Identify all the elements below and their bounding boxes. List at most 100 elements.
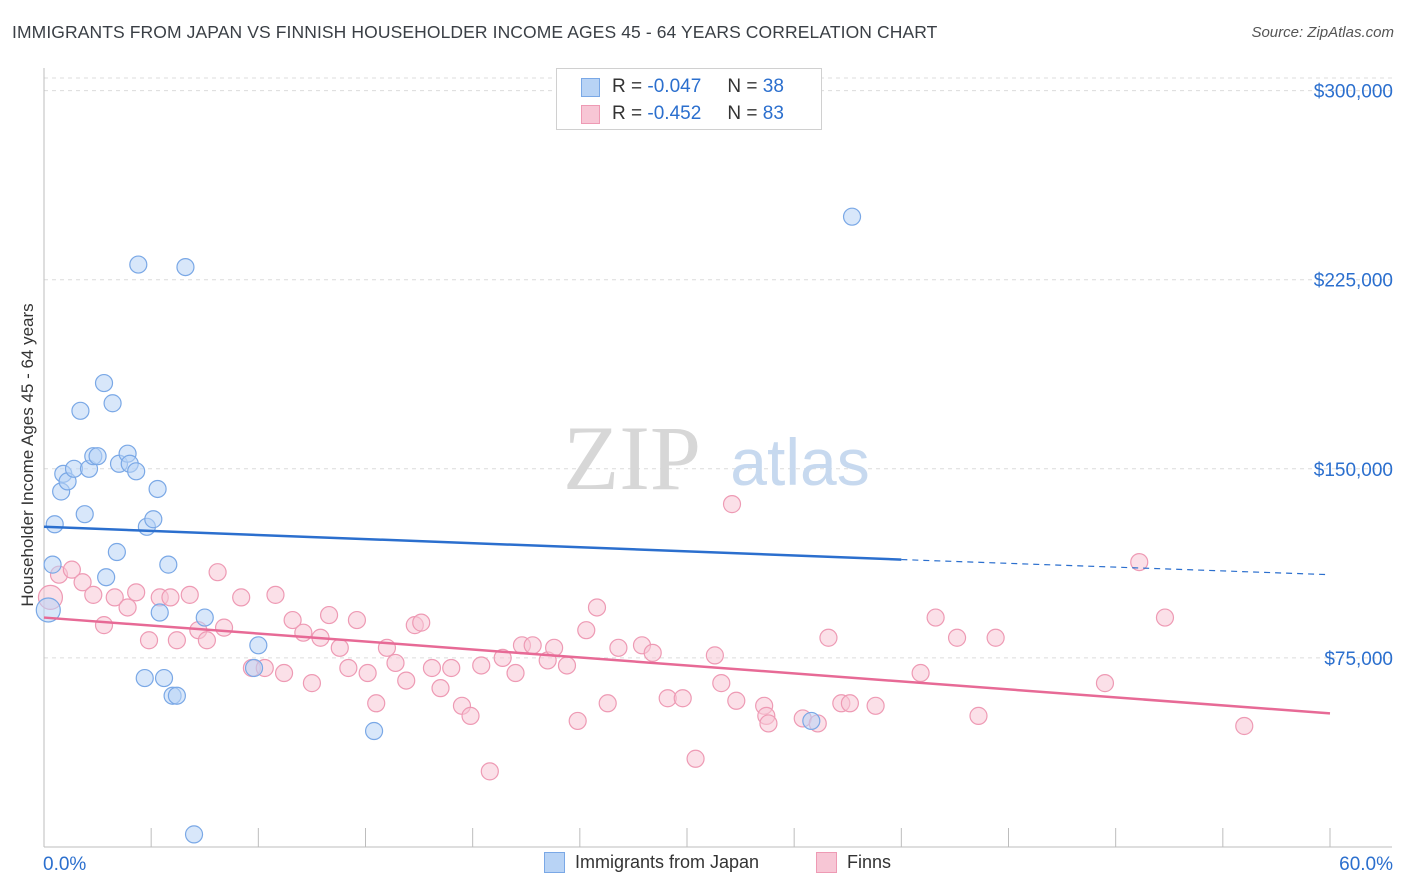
- japan-trend-line: [43, 525, 902, 561]
- grid: [44, 77, 1392, 659]
- japan-point: [195, 608, 214, 627]
- finns-legend-swatch: [816, 852, 837, 873]
- japan-point: [103, 394, 122, 413]
- r-label: R =: [612, 103, 643, 124]
- finns-point: [386, 653, 405, 673]
- x-tick-label-max: 60.0%: [1339, 854, 1393, 875]
- finns-point: [480, 762, 499, 781]
- finns-point: [412, 613, 431, 632]
- y-tick-label: $150,000: [1314, 460, 1393, 481]
- finns-point: [506, 663, 525, 683]
- finns-point: [759, 714, 778, 733]
- finns-point: [643, 643, 662, 662]
- finns-point: [62, 560, 81, 579]
- finns-point: [493, 648, 512, 668]
- finns-legend-label: Finns: [847, 852, 892, 872]
- axes: [43, 68, 1392, 848]
- finns-point: [557, 656, 577, 675]
- finns-point: [94, 616, 114, 635]
- finns-point: [105, 588, 124, 607]
- japan-swatch: [581, 77, 600, 97]
- finns-point: [577, 621, 596, 640]
- legend-row-japan: R = -0.047 N = 38: [581, 75, 784, 99]
- watermark: ZIP atlas: [563, 407, 870, 509]
- finns-point: [598, 694, 617, 713]
- finns-point: [947, 628, 967, 647]
- finns-point: [208, 563, 227, 582]
- n-label: N =: [727, 76, 758, 97]
- finns-point: [442, 658, 461, 678]
- finns-point: [911, 663, 930, 683]
- finns-point: [926, 608, 945, 627]
- finns-point: [705, 646, 724, 665]
- japan-point: [150, 603, 169, 622]
- japan-point: [148, 479, 167, 499]
- finns-point: [568, 711, 587, 731]
- finns-point: [302, 674, 322, 693]
- finns-point: [969, 706, 988, 725]
- finns-point: [319, 605, 339, 625]
- finns-point: [609, 638, 628, 657]
- finns-point: [722, 495, 742, 514]
- japan-point: [88, 447, 107, 466]
- finns-point: [686, 749, 705, 768]
- finns-point: [367, 694, 386, 713]
- finns-point: [180, 585, 199, 604]
- finns-point: [167, 631, 186, 650]
- japan-point: [129, 255, 148, 274]
- finns-point: [232, 588, 251, 607]
- finns-point: [283, 610, 302, 630]
- finns-point: [214, 618, 234, 637]
- y-tick-label: $75,000: [1324, 649, 1393, 670]
- source-label: Source: ZipAtlas.com: [1251, 24, 1394, 41]
- finns-point: [266, 585, 285, 604]
- finns-point: [197, 631, 216, 650]
- finns-point: [819, 628, 838, 647]
- finns-point: [712, 674, 731, 693]
- y-tick-label: $225,000: [1314, 271, 1393, 292]
- japan-point: [127, 462, 146, 481]
- finns-point: [866, 696, 885, 715]
- finns-n-value: 83: [762, 103, 784, 124]
- tick-labels: $75,000 $150,000 $225,000 $300,000 0.0% 60.0%: [43, 82, 1393, 875]
- finns-point: [587, 598, 607, 617]
- japan-point: [71, 401, 90, 420]
- x-tick-label-min: 0.0%: [43, 854, 86, 875]
- finns-point: [397, 671, 416, 690]
- japan-point: [802, 711, 821, 731]
- japan-point: [244, 658, 264, 678]
- correlation-legend: R = -0.047 N = 38 R = -0.452 N = 83: [556, 68, 822, 130]
- finns-point: [330, 638, 349, 657]
- finns-point: [339, 658, 358, 678]
- finns-point: [274, 663, 294, 683]
- r-label: R =: [612, 76, 643, 97]
- finns-point: [673, 689, 692, 708]
- finns-point: [73, 573, 92, 592]
- japan-legend-label: Immigrants from Japan: [575, 852, 760, 872]
- y-tick-label: $300,000: [1314, 82, 1393, 103]
- finns-point: [1130, 552, 1149, 572]
- finns-point: [294, 623, 313, 642]
- trend-lines: [43, 525, 1331, 715]
- japan-point: [184, 825, 204, 844]
- finns-point: [431, 679, 450, 698]
- japan-point: [45, 515, 64, 534]
- japan-point: [35, 597, 61, 623]
- finns-point: [461, 706, 480, 725]
- finns-point: [161, 588, 180, 607]
- japan-point: [176, 257, 195, 277]
- japan-point: [97, 568, 116, 587]
- finns-point: [347, 610, 367, 630]
- finns-point: [139, 631, 159, 650]
- japan-point: [249, 636, 268, 655]
- finns-point: [840, 694, 859, 713]
- japan-n-value: 38: [762, 76, 784, 97]
- finns-point: [1095, 674, 1115, 693]
- finns-point: [358, 663, 377, 683]
- finns-trend-line: [43, 616, 1331, 715]
- finns-point: [523, 636, 542, 655]
- japan-point: [144, 510, 163, 529]
- chart-title: IMMIGRANTS FROM JAPAN VS FINNISH HOUSEHO…: [12, 22, 938, 42]
- finns-points: [37, 495, 1254, 781]
